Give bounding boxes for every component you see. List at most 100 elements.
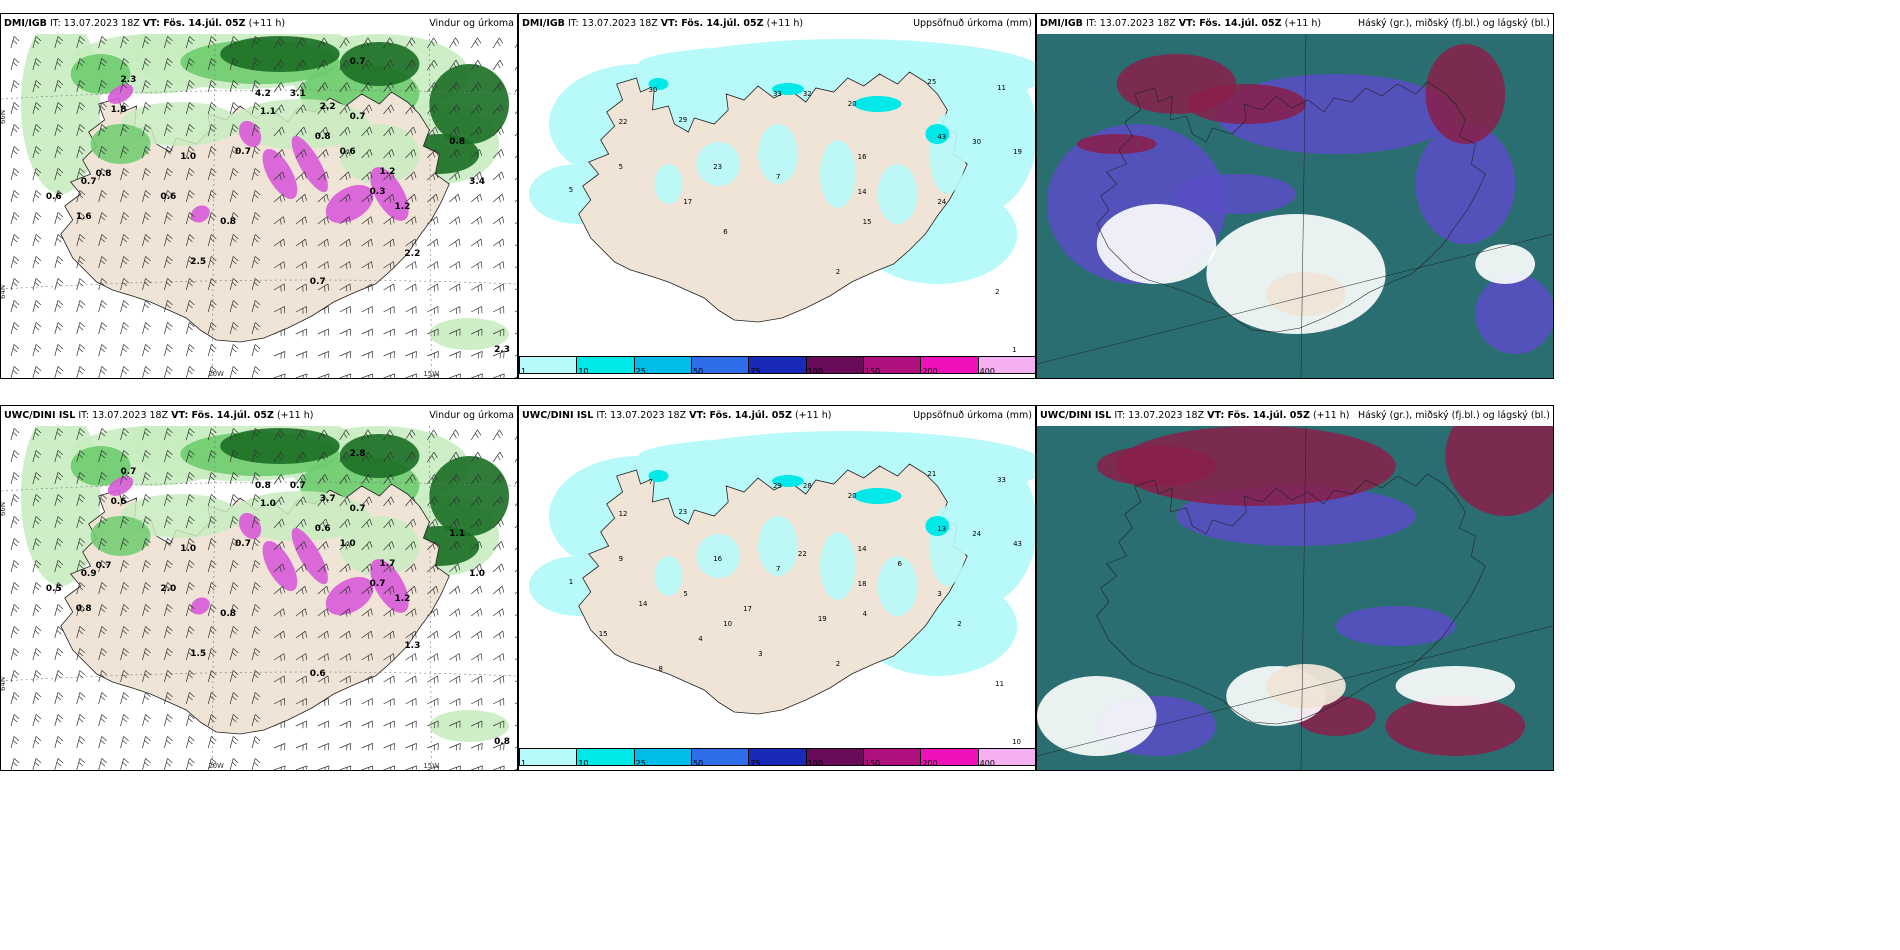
panel-title: Vindur og úrkoma bbox=[429, 18, 514, 29]
wind-barb bbox=[405, 653, 417, 662]
wind-barb bbox=[207, 212, 217, 225]
wind-barb bbox=[251, 102, 261, 115]
wind-barb bbox=[317, 306, 329, 314]
clear-sky bbox=[1475, 244, 1536, 284]
wind-barb bbox=[54, 582, 64, 595]
wind-barb bbox=[142, 190, 151, 203]
wind-barb bbox=[361, 126, 373, 137]
shower-cell bbox=[291, 135, 328, 193]
wind-barb bbox=[76, 626, 86, 639]
heavy-precip bbox=[107, 476, 409, 615]
cloud-layers bbox=[1046, 44, 1553, 354]
wind-barb bbox=[339, 474, 351, 485]
wind-labels: 0.7 0.6 0.9 0.8 0.7 3.7 2.8 1.7 1.1 0.5 0.8 1.3 1.5 1… bbox=[46, 449, 510, 747]
wind-barb bbox=[142, 212, 151, 225]
wind-barb bbox=[229, 36, 239, 49]
wind-barb bbox=[361, 283, 373, 292]
wind-speed-label: 1.1 bbox=[260, 107, 276, 117]
wind-barb bbox=[120, 758, 129, 770]
wind-barb bbox=[405, 585, 417, 595]
wind-barb bbox=[448, 474, 460, 485]
wind-barb bbox=[142, 102, 151, 115]
wind-barb bbox=[120, 278, 129, 291]
precip-amount-label: 2 bbox=[836, 268, 840, 276]
wind-barb bbox=[449, 608, 461, 617]
wind-barb bbox=[317, 238, 329, 247]
wind-barb bbox=[361, 451, 372, 463]
panel-cloud-uwc: UWC/DINI ISL IT: 13.07.2023 18Z VT: Fös.… bbox=[1036, 405, 1554, 771]
wind-speed-label: 0.6 bbox=[340, 147, 356, 157]
wind-barb bbox=[295, 720, 308, 729]
wind-barb bbox=[470, 429, 482, 441]
wind-barb bbox=[405, 698, 417, 706]
wind-barb bbox=[229, 256, 239, 269]
precip-blob-mid bbox=[772, 83, 804, 95]
grid-lat bbox=[1, 481, 517, 492]
wind-barb bbox=[383, 59, 394, 71]
wind-barb bbox=[10, 604, 20, 617]
wind-barb bbox=[207, 36, 217, 49]
precip-blob-light bbox=[758, 516, 798, 576]
panel-accum-precip-dmi: DMI/IGB IT: 13.07.2023 18Z VT: Fös. 14.j… bbox=[518, 13, 1036, 379]
wind-barb bbox=[492, 429, 504, 441]
wind-barb bbox=[492, 563, 505, 573]
lat-label: 66N bbox=[1, 110, 7, 124]
wind-barb bbox=[339, 328, 351, 337]
wind-barb bbox=[317, 630, 329, 639]
wind-barb bbox=[317, 608, 329, 617]
wind-barb bbox=[10, 124, 20, 137]
wind-barb bbox=[251, 450, 261, 463]
wind-barb bbox=[185, 670, 195, 683]
lon-label: 20W bbox=[208, 762, 224, 770]
wind-barb bbox=[76, 234, 86, 247]
precip-amount-label: 11 bbox=[995, 680, 1004, 688]
wind-barb bbox=[383, 698, 395, 706]
wind-speed-label: 0.7 bbox=[96, 561, 112, 571]
wind-barb bbox=[10, 472, 20, 485]
wind-barb bbox=[207, 692, 217, 705]
wind-barb bbox=[273, 59, 285, 71]
wind-speed-label: 1.2 bbox=[380, 167, 396, 177]
wind-barb bbox=[54, 300, 64, 313]
colorbar-tick: 150 bbox=[865, 759, 881, 768]
precip-amount-label: 33 bbox=[997, 476, 1006, 484]
wind-speed-label: 2.2 bbox=[320, 102, 336, 112]
wind-barb bbox=[32, 36, 42, 49]
wind-barb bbox=[273, 126, 285, 137]
colorbar-tick: 25 bbox=[635, 759, 646, 768]
precip-blob bbox=[339, 124, 420, 184]
wind-barb bbox=[514, 37, 517, 49]
shower-cell bbox=[107, 84, 134, 104]
valid-time: VT: Fös. 14.júl. 05Z bbox=[142, 18, 246, 29]
wind-speed-label: 1.1 bbox=[449, 529, 465, 539]
wind-barb bbox=[514, 238, 517, 247]
wind-barb bbox=[32, 146, 42, 159]
wind-barb bbox=[295, 653, 307, 662]
iceland-land bbox=[578, 463, 968, 715]
wind-barb bbox=[98, 168, 107, 181]
precip-amount-label: 14 bbox=[858, 545, 867, 553]
wind-barb bbox=[185, 648, 195, 661]
wind-barb bbox=[164, 428, 173, 441]
wind-barb bbox=[427, 82, 438, 93]
wind-barb bbox=[76, 670, 86, 683]
wind-barb bbox=[76, 494, 86, 507]
wind-barb bbox=[251, 322, 261, 335]
wind-barb bbox=[76, 190, 86, 203]
wind-barb bbox=[229, 648, 239, 661]
colorbar-tick: 1 bbox=[521, 759, 527, 768]
wind-barb bbox=[273, 149, 285, 159]
wind-barb bbox=[10, 80, 20, 93]
wind-barb bbox=[405, 328, 417, 337]
wind-barb bbox=[164, 626, 173, 639]
colorbar-tick: 25 bbox=[635, 367, 646, 376]
wind-barb bbox=[185, 516, 195, 529]
precip-amount-label: 2 bbox=[957, 620, 961, 628]
wind-barb bbox=[10, 190, 20, 203]
precip-amount-label: 32 bbox=[803, 90, 812, 98]
wind-barb bbox=[120, 256, 129, 269]
wind-barb bbox=[98, 692, 107, 705]
wind-barb bbox=[273, 171, 285, 181]
wind-speed-label: 1.2 bbox=[394, 594, 410, 604]
wind-barb bbox=[449, 306, 461, 314]
